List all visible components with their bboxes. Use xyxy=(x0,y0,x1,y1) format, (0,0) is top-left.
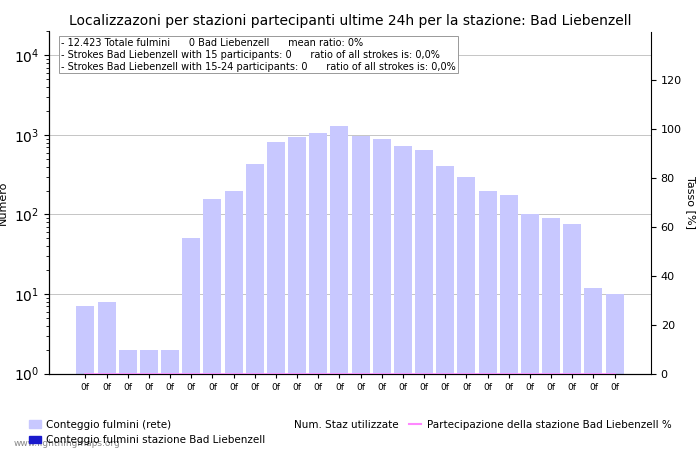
Bar xyxy=(500,195,518,450)
Bar xyxy=(225,190,243,450)
Bar xyxy=(246,164,264,450)
Text: - 12.423 Totale fulmini      0 Bad Liebenzell      mean ratio: 0%
- Strokes Bad : - 12.423 Totale fulmini 0 Bad Liebenzell… xyxy=(61,38,456,72)
Bar xyxy=(351,136,370,450)
Bar xyxy=(479,190,496,450)
Bar xyxy=(564,225,581,450)
Y-axis label: Tasso [%]: Tasso [%] xyxy=(686,176,696,229)
Text: www.lightningmaps.org: www.lightningmaps.org xyxy=(14,439,120,448)
Bar xyxy=(436,166,454,450)
Bar xyxy=(267,142,285,450)
Bar xyxy=(330,126,349,450)
Bar xyxy=(119,350,136,450)
Bar xyxy=(309,133,327,450)
Bar xyxy=(373,140,391,450)
Y-axis label: Numero: Numero xyxy=(0,180,8,225)
Bar xyxy=(140,350,158,450)
Bar xyxy=(204,199,221,450)
Title: Localizzazoni per stazioni partecipanti ultime 24h per la stazione: Bad Liebenze: Localizzazoni per stazioni partecipanti … xyxy=(69,14,631,27)
Bar xyxy=(97,302,116,450)
Bar xyxy=(584,288,603,450)
Bar xyxy=(521,215,539,450)
Bar xyxy=(606,294,624,450)
Bar xyxy=(415,150,433,450)
Legend: Conteggio fulmini (rete), Conteggio fulmini stazione Bad Liebenzell, Num. Staz u: Conteggio fulmini (rete), Conteggio fulm… xyxy=(25,416,676,449)
Bar xyxy=(288,137,306,450)
Bar xyxy=(76,306,94,450)
Bar xyxy=(457,176,475,450)
Bar xyxy=(394,146,412,450)
Bar xyxy=(542,218,560,450)
Bar xyxy=(182,238,200,450)
Bar xyxy=(161,350,179,450)
